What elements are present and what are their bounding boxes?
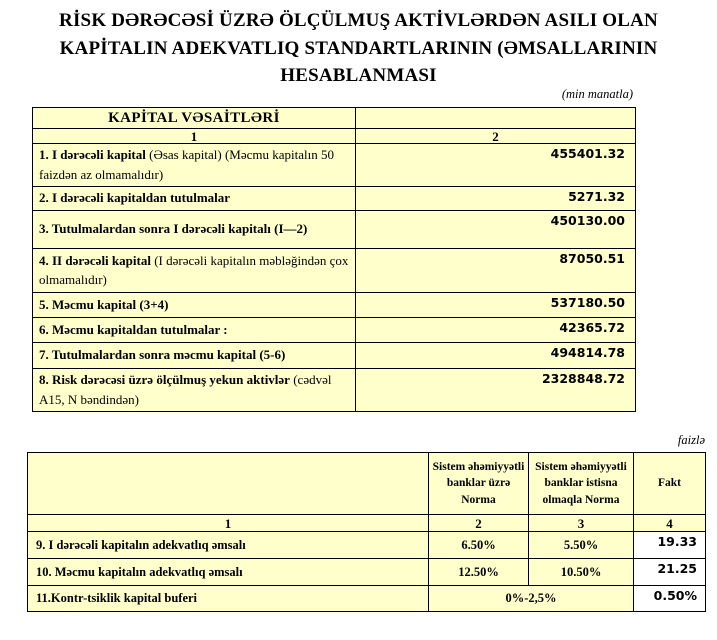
table1-column-number-row: 1 2 — [32, 128, 636, 144]
capital-funds-table: KAPİTAL VƏSAİTLƏRİ 1 2 1. I dərəcəli kap… — [32, 107, 636, 412]
table2-column-number-row: 1 2 3 4 — [27, 514, 706, 532]
page-title-line: KAPİTALIN ADEKVATLIQ STANDARTLARININ (ƏM… — [59, 37, 658, 59]
table-row: 3. Tutulmalardan sonra I dərəcəli kapita… — [32, 210, 636, 249]
row-value: 87050.51 — [355, 248, 636, 293]
row-label: 7. Tutulmalardan sonra məcmu kapital (5-… — [32, 342, 356, 369]
row-value: 5271.32 — [355, 186, 636, 211]
table-row: 4. II dərəcəli kapital (I dərəcəli kapit… — [32, 248, 636, 293]
table-row: 10. Məcmu kapitalın adekvatlıq əmsalı 12… — [27, 558, 706, 586]
norma-merged-value: 0%-2,5% — [428, 585, 634, 612]
table2-header-row: Sistem əhəmiyyətli banklar üzrə Norma Si… — [27, 452, 706, 515]
row-label: 6. Məcmu kapitaldan tutulmalar : — [32, 317, 356, 343]
row-label: 4. II dərəcəli kapital (I dərəcəli kapit… — [32, 248, 356, 293]
norma-sib-value: 6.50% — [428, 531, 529, 559]
row-label: 1. I dərəcəli kapital (Əsas kapital) (Mə… — [32, 143, 356, 187]
row-value: 494814.78 — [355, 342, 636, 369]
page-title-line: HESABLANMASI — [280, 65, 437, 86]
row-value: 450130.00 — [355, 210, 636, 249]
table-row: 7. Tutulmalardan sonra məcmu kapital (5-… — [32, 342, 636, 369]
table2-header-norma-other: Sistem əhəmiyyətli banklar istisna olmaq… — [528, 452, 634, 515]
fakt-value: 19.33 — [633, 531, 706, 559]
norma-sib-value: 12.50% — [428, 558, 529, 586]
column-number: 1 — [27, 514, 429, 532]
table2-header-fakt: Fakt — [633, 452, 706, 515]
page-title-line: RİSK DƏRƏCƏSİ ÜZRƏ ÖLÇÜLMUŞ AKTİVLƏRDƏN … — [59, 10, 658, 31]
table-row: 1. I dərəcəli kapital (Əsas kapital) (Mə… — [32, 143, 636, 187]
table1-title-empty-cell — [355, 107, 636, 129]
table-row: 6. Məcmu kapitaldan tutulmalar : 42365.7… — [32, 317, 636, 343]
row-label: 2. I dərəcəli kapitaldan tutulmalar — [32, 186, 356, 211]
table-row: 11.Kontr-tsiklik kapital buferi 0%-2,5% … — [27, 585, 706, 612]
column-number: 3 — [528, 514, 634, 532]
row-label: 10. Məcmu kapitalın adekvatlıq əmsalı — [27, 558, 429, 586]
fakt-value: 0.50% — [633, 585, 706, 612]
row-value: 537180.50 — [355, 292, 636, 318]
table1-title-cell: KAPİTAL VƏSAİTLƏRİ — [32, 107, 356, 129]
table2-header-empty-cell — [27, 452, 429, 515]
column-number: 1 — [32, 128, 356, 144]
row-label: 8. Risk dərəcəsi üzrə ölçülmuş yekun akt… — [32, 368, 356, 412]
table-row: 5. Məcmu kapital (3+4) 537180.50 — [32, 292, 636, 318]
column-number: 2 — [428, 514, 529, 532]
norma-other-value: 10.50% — [528, 558, 634, 586]
page-title: RİSK DƏRƏCƏSİ ÜZRƏ ÖLÇÜLMUŞ AKTİVLƏRDƏN … — [0, 7, 717, 90]
unit-note-min-manatla: (min manatla) — [561, 87, 633, 101]
row-label: 3. Tutulmalardan sonra I dərəcəli kapita… — [32, 210, 356, 249]
fakt-value: 21.25 — [633, 558, 706, 586]
row-value: 455401.32 — [355, 143, 636, 187]
norma-other-value: 5.50% — [528, 531, 634, 559]
unit-note-faizle: faizlə — [677, 433, 705, 447]
table-row: 2. I dərəcəli kapitaldan tutulmalar 5271… — [32, 186, 636, 211]
row-label: 5. Məcmu kapital (3+4) — [32, 292, 356, 318]
row-value: 42365.72 — [355, 317, 636, 343]
table1-header-row: KAPİTAL VƏSAİTLƏRİ — [32, 107, 636, 129]
row-label: 9. I dərəcəli kapitalın adekvatlıq əmsal… — [27, 531, 429, 559]
table-row: 8. Risk dərəcəsi üzrə ölçülmuş yekun akt… — [32, 368, 636, 412]
adequacy-ratios-table: Sistem əhəmiyyətli banklar üzrə Norma Si… — [27, 452, 706, 612]
column-number: 4 — [633, 514, 706, 532]
row-value: 2328848.72 — [355, 368, 636, 412]
row-label: 11.Kontr-tsiklik kapital buferi — [27, 585, 429, 612]
column-number: 2 — [355, 128, 636, 144]
table2-header-norma-sib: Sistem əhəmiyyətli banklar üzrə Norma — [428, 452, 529, 515]
table-row: 9. I dərəcəli kapitalın adekvatlıq əmsal… — [27, 531, 706, 559]
